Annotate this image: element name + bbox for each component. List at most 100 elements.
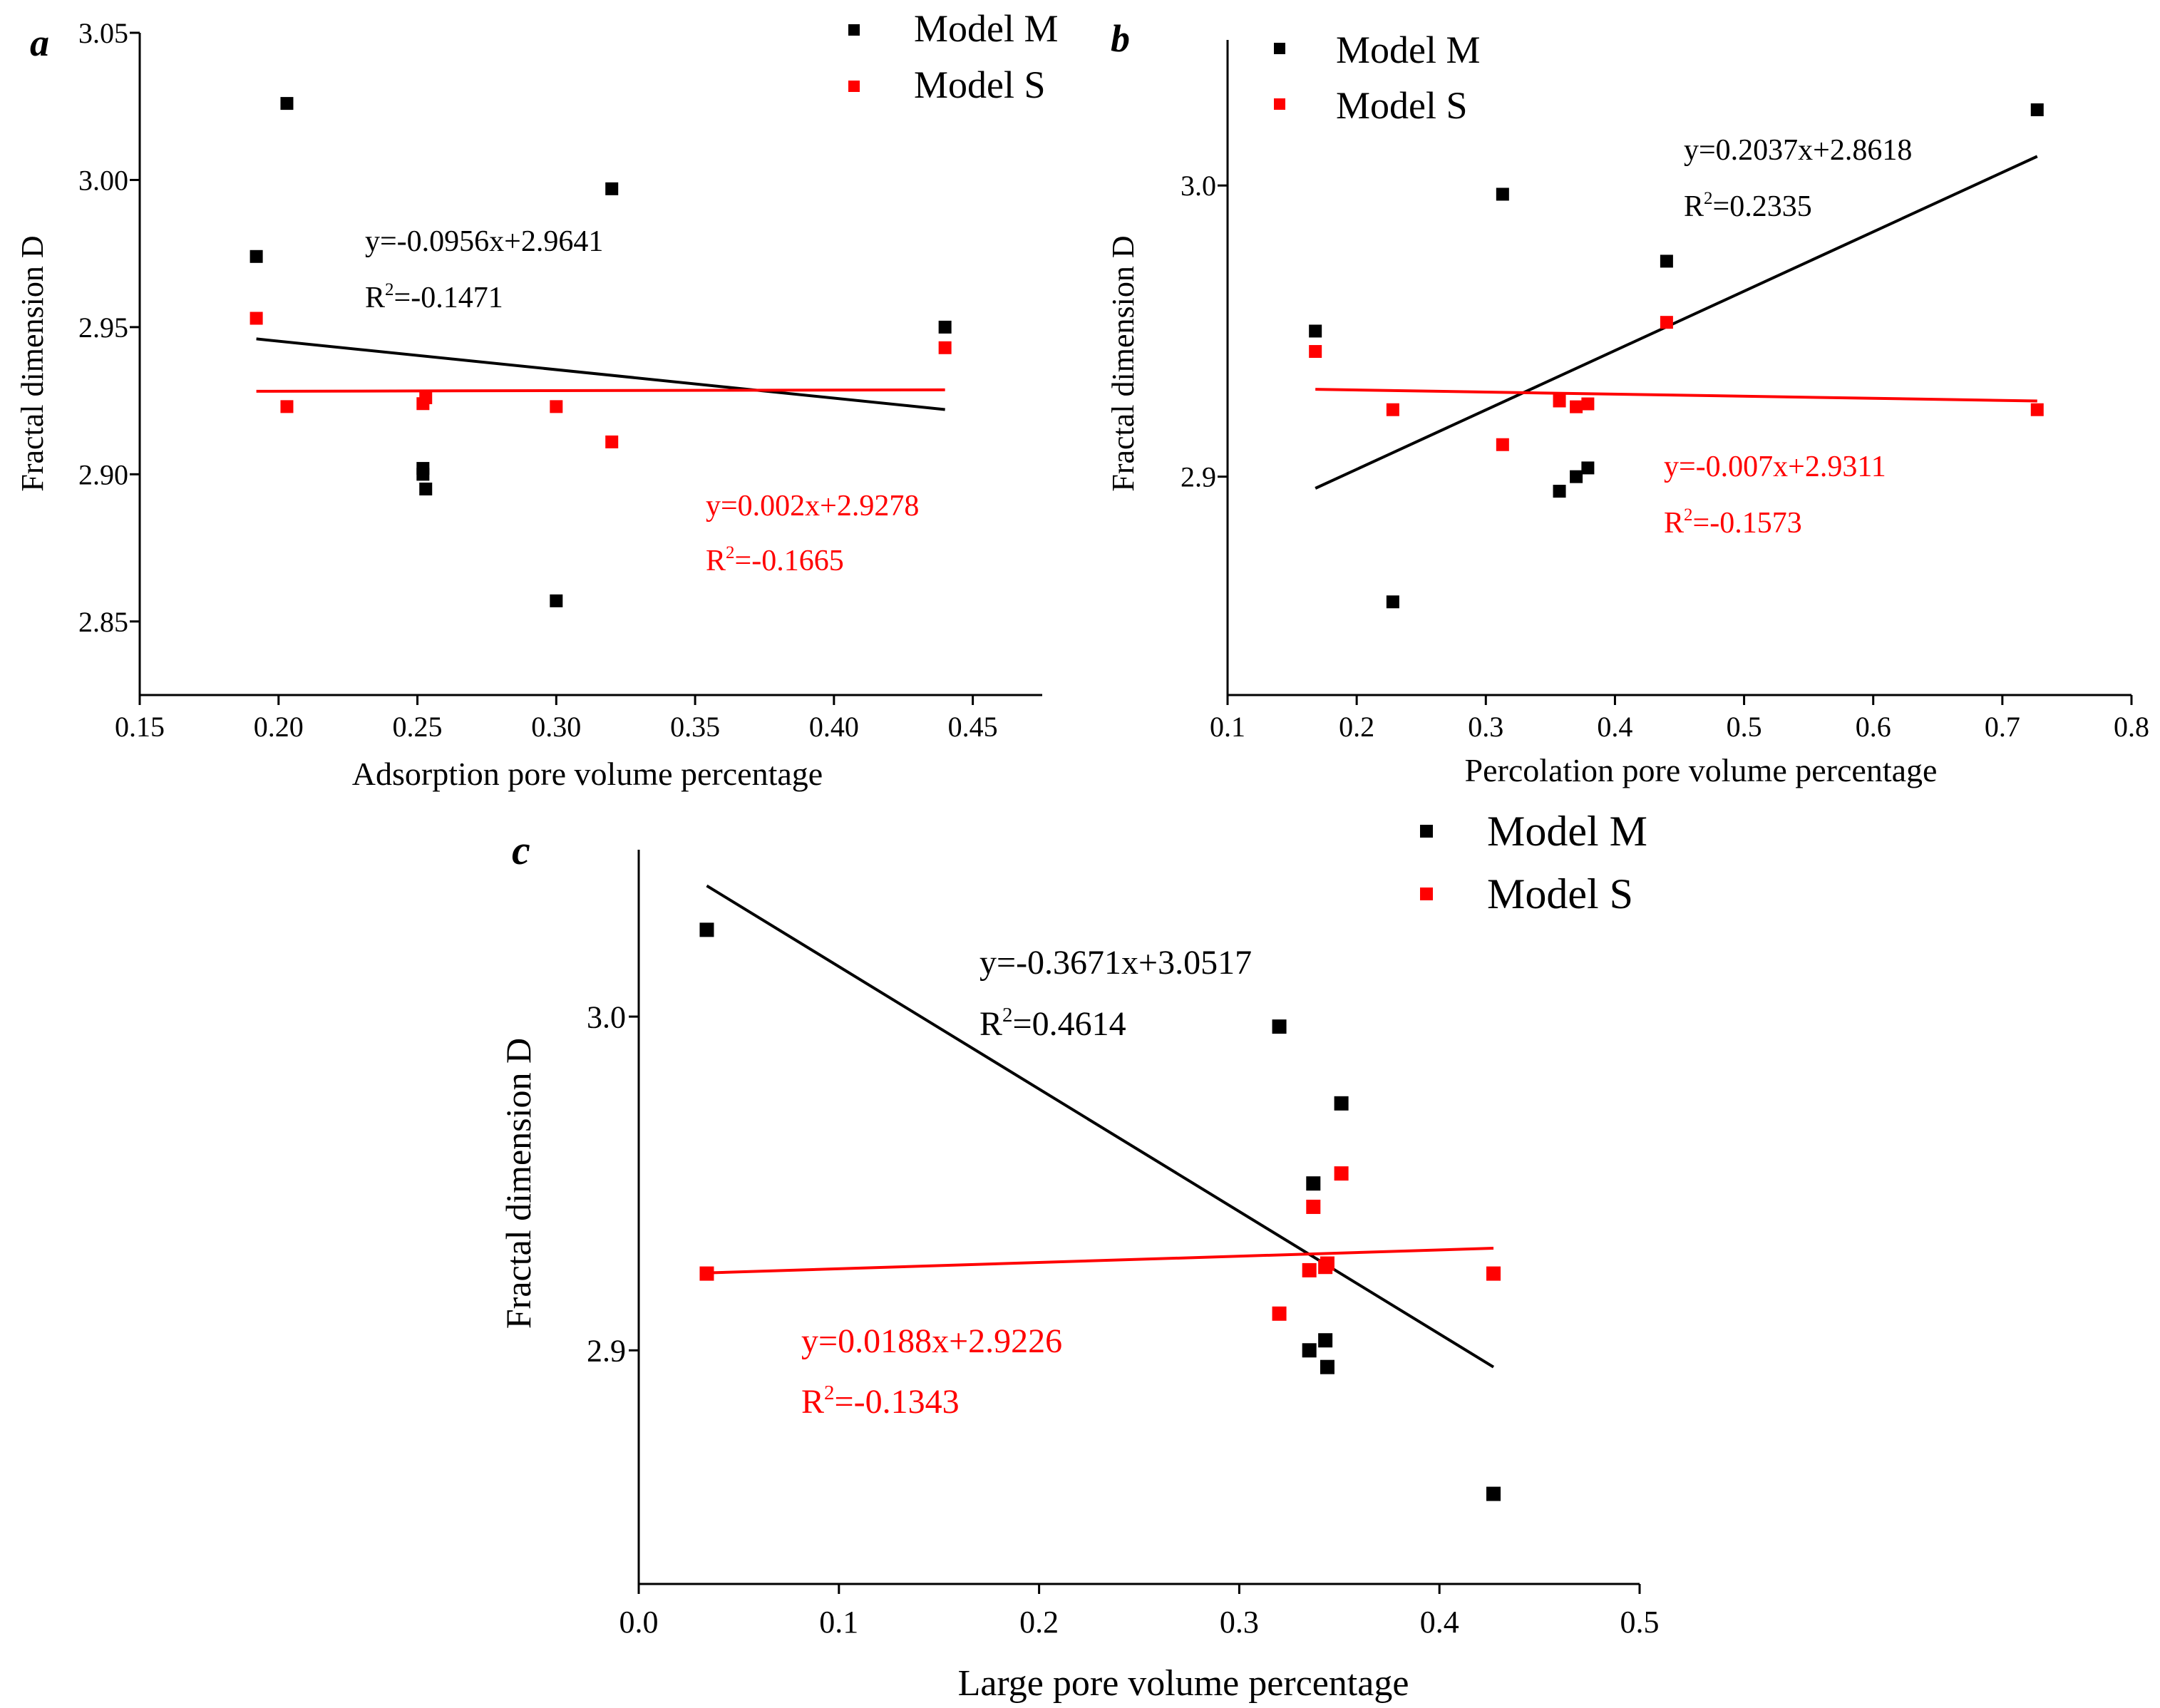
legend-marker-model-m	[1274, 43, 1285, 54]
y-tick-label: 3.0	[1181, 170, 1216, 202]
r-squared-model-s: R2=-0.1343	[801, 1382, 960, 1421]
legend-label-model-m: Model M	[1487, 808, 1647, 855]
y-axis-label: Fractal dimension D	[1106, 235, 1141, 491]
y-tick-label: 2.9	[1181, 461, 1216, 493]
chart-panel-b: 0.1 0.2 0.3 0.4 0.5 0.6 0.7 0.8 2.9 3.0 Percolatio…	[1106, 17, 2149, 788]
data-point-model-s	[2030, 403, 2044, 416]
data-point-model-m	[605, 182, 619, 195]
x-tick-label: 0.4	[1597, 711, 1632, 743]
panel-label: b	[1111, 17, 1130, 60]
data-point-model-s	[550, 400, 563, 413]
data-point-model-m	[1553, 485, 1566, 498]
x-tick-label: 0.20	[254, 711, 304, 743]
x-tick-label: 0.5	[1620, 1605, 1660, 1640]
legend-marker-model-m	[1420, 825, 1433, 838]
data-point-model-m	[1386, 595, 1399, 609]
chart-panel-c: 0.0 0.1 0.2 0.3 0.4 0.5 2.9 3.0 Large pore volum…	[498, 808, 1660, 1704]
x-tick-label: 0.4	[1420, 1605, 1459, 1640]
x-tick-label: 0.3	[1220, 1605, 1259, 1640]
data-point-model-m	[1302, 1343, 1317, 1358]
data-point-model-s	[605, 435, 619, 448]
data-point-model-s	[280, 400, 294, 413]
fit-line-model-m	[706, 884, 1495, 1369]
y-axis-label: Fractal dimension D	[498, 1038, 538, 1329]
y-tick-label: 2.95	[78, 312, 128, 344]
data-point-model-m	[1334, 1096, 1349, 1111]
data-point-model-m	[1570, 470, 1583, 483]
data-point-model-s	[1302, 1262, 1317, 1277]
data-point-model-m	[550, 594, 563, 607]
equation-model-s: y=0.002x+2.9278	[706, 490, 919, 523]
r-squared-model-m: R2=-0.1471	[365, 280, 503, 314]
x-tick-label: 0.7	[1985, 711, 2020, 743]
x-axis-label: Large pore volume percentage	[958, 1663, 1409, 1704]
data-point-model-m	[1309, 324, 1322, 338]
x-tick-label: 0.45	[948, 711, 998, 743]
equation-model-s: y=-0.007x+2.9311	[1664, 451, 1886, 483]
equation-model-m: y=-0.3671x+3.0517	[979, 944, 1252, 982]
data-point-model-m	[2030, 103, 2044, 117]
x-tick-label: 0.5	[1727, 711, 1762, 743]
legend-label-model-m: Model M	[914, 7, 1059, 50]
panel-label: a	[30, 21, 49, 64]
data-point-model-m	[699, 922, 714, 937]
data-point-model-m	[1581, 461, 1595, 475]
data-point-model-m	[1306, 1176, 1321, 1191]
x-tick-label: 0.15	[115, 711, 165, 743]
data-point-model-m	[1496, 187, 1509, 201]
x-tick-label: 0.8	[2114, 711, 2149, 743]
data-point-model-m	[938, 320, 952, 334]
legend-marker-model-m	[848, 24, 860, 36]
legend-label-model-s: Model S	[914, 63, 1046, 106]
fit-line-model-s	[1315, 388, 2037, 403]
legend-label-model-s: Model S	[1336, 84, 1468, 127]
x-tick-label: 0.35	[670, 711, 720, 743]
data-point-model-m	[419, 482, 433, 495]
data-point-model-m	[1660, 254, 1673, 268]
y-tick-label: 2.85	[78, 606, 128, 638]
data-point-model-s	[1581, 397, 1595, 411]
x-tick-label: 0.2	[1019, 1605, 1059, 1640]
legend-marker-model-s	[1420, 888, 1433, 900]
data-point-model-s	[1272, 1306, 1287, 1321]
data-point-model-s	[1320, 1256, 1334, 1271]
r-squared-model-s: R2=-0.1573	[1664, 505, 1802, 540]
legend-label-model-m: Model M	[1336, 29, 1481, 71]
fit-line-model-m	[1315, 155, 2038, 490]
x-tick-label: 0.0	[619, 1605, 659, 1640]
data-point-model-s	[1553, 394, 1566, 408]
data-point-model-m	[416, 468, 430, 481]
fit-line-model-s	[256, 388, 945, 393]
y-tick-label: 2.90	[78, 458, 128, 490]
data-point-model-s	[1334, 1166, 1349, 1181]
data-point-model-m	[280, 97, 294, 110]
fit-line-model-m	[256, 337, 945, 411]
x-tick-label: 0.1	[1210, 711, 1245, 743]
fit-line-model-s	[706, 1247, 1494, 1275]
data-point-model-m	[1320, 1359, 1334, 1374]
equation-model-m: y=-0.0956x+2.9641	[365, 225, 603, 258]
x-tick-label: 0.25	[393, 711, 443, 743]
data-point-model-s	[250, 312, 263, 325]
x-tick-label: 0.1	[819, 1605, 858, 1640]
x-axis-label: Percolation pore volume percentage	[1465, 752, 1938, 788]
r-squared-model-m: R2=0.2335	[1684, 189, 1812, 223]
y-tick-label: 2.9	[587, 1334, 626, 1369]
data-point-model-s	[938, 341, 952, 354]
x-tick-label: 0.40	[809, 711, 859, 743]
y-axis-label: Fractal dimension D	[15, 235, 50, 491]
equation-model-s: y=0.0188x+2.9226	[801, 1322, 1062, 1360]
equation-model-m: y=0.2037x+2.8618	[1684, 134, 1912, 167]
data-point-model-s	[1386, 403, 1399, 416]
y-tick-label: 3.0	[587, 999, 626, 1034]
legend-marker-model-s	[1274, 98, 1285, 110]
data-point-model-s	[1660, 316, 1673, 329]
data-point-model-m	[1272, 1019, 1287, 1034]
data-point-model-s	[699, 1266, 714, 1281]
x-tick-label: 0.3	[1468, 711, 1503, 743]
x-axis-label: Adsorption pore volume percentage	[352, 756, 823, 792]
data-point-model-s	[1306, 1199, 1321, 1214]
y-tick-label: 3.00	[78, 164, 128, 196]
data-point-model-m	[1318, 1333, 1333, 1348]
